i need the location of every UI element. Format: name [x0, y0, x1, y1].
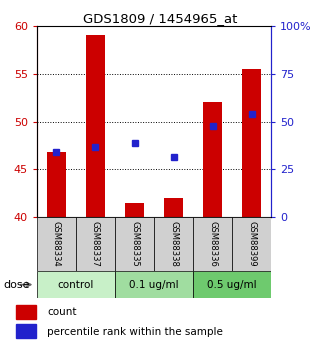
- Text: 0.1 ug/ml: 0.1 ug/ml: [129, 280, 179, 289]
- Text: GSM88336: GSM88336: [208, 221, 217, 267]
- Bar: [76, 217, 115, 271]
- Bar: [37, 271, 115, 298]
- Bar: [115, 271, 193, 298]
- Text: 0.5 ug/ml: 0.5 ug/ml: [207, 280, 257, 289]
- Bar: [203, 102, 222, 217]
- Bar: [154, 217, 193, 271]
- Bar: [193, 217, 232, 271]
- Bar: [115, 217, 154, 271]
- Bar: [242, 69, 262, 217]
- Bar: [86, 36, 105, 217]
- Text: GSM88335: GSM88335: [130, 221, 139, 267]
- Bar: [37, 217, 76, 271]
- Bar: [232, 217, 271, 271]
- Text: GSM88338: GSM88338: [169, 221, 178, 267]
- Bar: [16, 305, 36, 318]
- Text: control: control: [58, 280, 94, 289]
- Text: GSM88399: GSM88399: [247, 221, 256, 267]
- Text: dose: dose: [3, 280, 30, 289]
- Text: GSM88337: GSM88337: [91, 221, 100, 267]
- Bar: [16, 325, 36, 338]
- Text: percentile rank within the sample: percentile rank within the sample: [48, 327, 223, 337]
- Bar: [164, 198, 183, 217]
- Text: count: count: [48, 307, 77, 317]
- Bar: [125, 203, 144, 217]
- Text: GDS1809 / 1454965_at: GDS1809 / 1454965_at: [83, 12, 238, 25]
- Bar: [193, 271, 271, 298]
- Text: GSM88334: GSM88334: [52, 221, 61, 267]
- Bar: [47, 152, 66, 217]
